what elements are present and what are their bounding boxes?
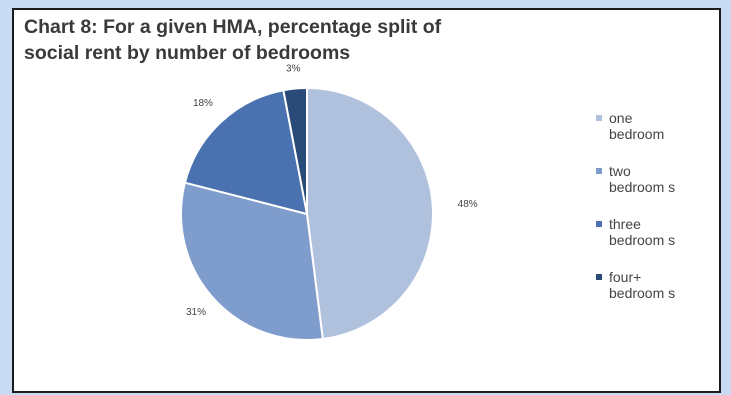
legend-swatch bbox=[596, 168, 602, 174]
chart-frame: Chart 8: For a given HMA, percentage spl… bbox=[12, 8, 721, 393]
pie-data-label: 31% bbox=[186, 307, 206, 318]
legend-swatch bbox=[596, 115, 602, 121]
pie-slice-two-bedroom-s bbox=[180, 181, 324, 341]
legend-swatch bbox=[596, 221, 602, 227]
pie-data-label: 48% bbox=[458, 199, 478, 210]
chart-title-line-1: Chart 8: For a given HMA, percentage spl… bbox=[24, 16, 442, 38]
pie-data-label: 3% bbox=[286, 64, 301, 75]
pie-slice-one-bedroom bbox=[306, 86, 434, 341]
legend-swatch bbox=[596, 274, 602, 280]
pie-data-label: 18% bbox=[193, 98, 213, 109]
legend-label: four+ bedroom s bbox=[609, 269, 676, 301]
legend-label: three bedroom s bbox=[609, 216, 676, 248]
chart-title-line-2: social rent by number of bedrooms bbox=[24, 42, 351, 64]
legend-label: one bedroom bbox=[609, 110, 665, 142]
legend-item: three bedroom s bbox=[596, 216, 689, 248]
pie-slice-three-bedroom-s bbox=[183, 89, 309, 216]
chart-legend: one bedroom two bedroom s three bedroom s f… bbox=[596, 110, 689, 322]
legend-item: two bedroom s bbox=[596, 163, 689, 195]
legend-label: two bedroom s bbox=[609, 163, 676, 195]
pie-slice-four-bedroom-s bbox=[282, 86, 308, 215]
chart-title: Chart 8: For a given HMA, percentage spl… bbox=[24, 14, 441, 66]
legend-item: one bedroom bbox=[596, 110, 689, 142]
legend-item: four+ bedroom s bbox=[596, 269, 689, 301]
pie-chart: 48% 31% 18% 3% bbox=[180, 64, 478, 341]
